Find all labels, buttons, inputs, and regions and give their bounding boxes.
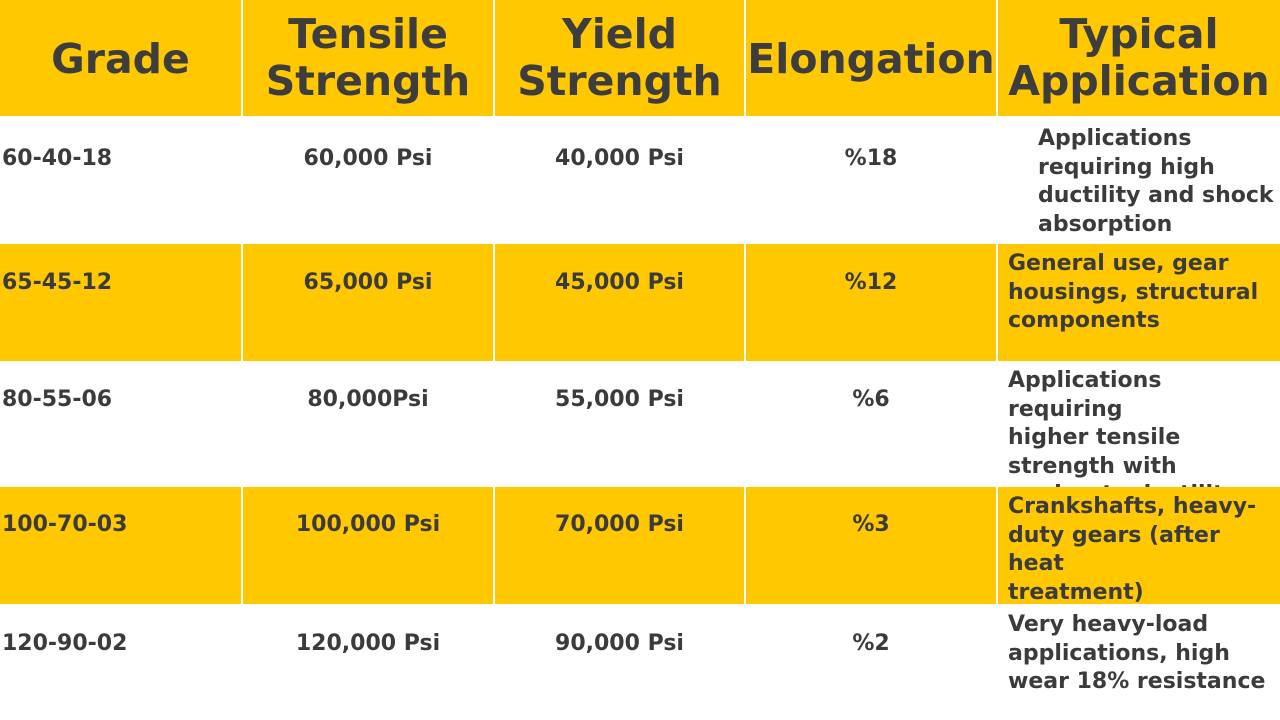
header-grade-label: Grade xyxy=(51,34,190,83)
application-line: wear 18% resistance xyxy=(1008,669,1266,694)
application-cell: General use, gear housings, structural c… xyxy=(998,244,1280,361)
application-line: components xyxy=(1008,308,1160,333)
tensile-value: 80,000Psi xyxy=(307,387,429,412)
table-row: 80-55-06 80,000Psi 55,000 Psi %6 Applica… xyxy=(0,361,1280,507)
elongation-cell: %6 xyxy=(746,361,998,487)
yield-value: 70,000 Psi xyxy=(555,512,684,537)
application-line: absorption xyxy=(1038,211,1173,237)
yield-cell: 45,000 Psi xyxy=(495,244,746,361)
application-line: Very heavy-load xyxy=(1008,612,1209,637)
yield-value: 55,000 Psi xyxy=(555,387,684,412)
grade-value: 100-70-03 xyxy=(2,512,128,537)
application-line: Crankshafts, heavy- xyxy=(1008,494,1257,519)
yield-value: 45,000 Psi xyxy=(555,270,684,295)
tensile-value: 120,000 Psi xyxy=(295,631,441,656)
elongation-value: %6 xyxy=(852,387,890,412)
header-tensile-line2: Strength xyxy=(265,57,471,105)
header-cell-grade: Grade xyxy=(0,0,243,116)
application-line: General use, gear xyxy=(1008,251,1229,276)
application-line: strength with xyxy=(1008,453,1177,479)
application-line: duty gears (after heat xyxy=(1008,522,1220,577)
tensile-value: 100,000 Psi xyxy=(295,512,441,537)
grade-cell: 100-70-03 xyxy=(0,487,243,604)
grade-value: 65-45-12 xyxy=(2,270,113,295)
grade-cell: 120-90-02 xyxy=(0,604,243,720)
header-cell-elongation: Elongation xyxy=(746,0,998,116)
header-row: Grade Tensile Strength Yield Strength Elon… xyxy=(0,0,1280,116)
grade-cell: 60-40-18 xyxy=(0,116,243,244)
application-cell: Very heavy-load applications, high wear … xyxy=(998,604,1280,720)
elongation-value: %18 xyxy=(844,146,898,171)
tensile-value: 60,000 Psi xyxy=(303,146,433,171)
application-line: applications, high xyxy=(1008,640,1230,666)
tensile-value: 65,000 Psi xyxy=(303,270,433,295)
table-row: 65-45-12 65,000 Psi 45,000 Psi %12 Gener… xyxy=(0,244,1280,361)
grade-value: 60-40-18 xyxy=(2,146,113,171)
table-row: 60-40-18 60,000 Psi 40,000 Psi %18 Appli… xyxy=(0,116,1280,244)
application-line: treatment) xyxy=(1008,579,1144,605)
application-line: ductility and shock xyxy=(1038,183,1274,208)
header-application-line1: Typical xyxy=(1059,10,1219,58)
header-cell-application: Typical Application xyxy=(998,0,1280,116)
application-line: housings, structural xyxy=(1008,279,1259,305)
yield-cell: 70,000 Psi xyxy=(495,487,746,604)
tensile-cell: 80,000Psi xyxy=(243,361,495,487)
elongation-value: %3 xyxy=(852,512,890,537)
yield-value: 40,000 Psi xyxy=(555,146,684,171)
yield-cell: 55,000 Psi xyxy=(495,361,746,487)
application-cell: Applications requiring higher tensile st… xyxy=(998,361,1280,507)
grade-value: 80-55-06 xyxy=(2,387,113,412)
elongation-value: %12 xyxy=(844,270,898,295)
tensile-cell: 100,000 Psi xyxy=(243,487,495,604)
grade-cell: 80-55-06 xyxy=(0,361,243,487)
application-line: Applications xyxy=(1038,126,1192,151)
elongation-cell: %2 xyxy=(746,604,998,720)
elongation-cell: %18 xyxy=(746,116,998,244)
table-row: 100-70-03 100,000 Psi 70,000 Psi %3 Cran… xyxy=(0,487,1280,605)
tensile-cell: 65,000 Psi xyxy=(243,244,495,361)
header-yield-line2: Strength xyxy=(517,57,722,105)
header-cell-yield: Yield Strength xyxy=(495,0,746,116)
elongation-cell: %3 xyxy=(746,487,998,604)
grade-value: 120-90-02 xyxy=(2,631,128,656)
tensile-cell: 120,000 Psi xyxy=(243,604,495,720)
yield-cell: 90,000 Psi xyxy=(495,604,746,720)
application-line: requiring high xyxy=(1038,154,1215,180)
header-cell-tensile: Tensile Strength xyxy=(243,0,495,116)
header-application-line2: Application xyxy=(1008,57,1270,105)
yield-value: 90,000 Psi xyxy=(555,631,684,656)
table-row: 120-90-02 120,000 Psi 90,000 Psi %2 Very… xyxy=(0,604,1280,720)
header-yield-line1: Yield xyxy=(562,10,677,58)
application-cell: Applications requiring high ductility an… xyxy=(998,116,1280,244)
tensile-cell: 60,000 Psi xyxy=(243,116,495,244)
application-cell: Crankshafts, heavy- duty gears (after he… xyxy=(998,487,1280,605)
header-elongation-label: Elongation xyxy=(747,34,995,83)
elongation-value: %2 xyxy=(852,631,890,656)
grade-cell: 65-45-12 xyxy=(0,244,243,361)
header-tensile-line1: Tensile xyxy=(288,10,448,58)
application-line: Applications requiring xyxy=(1008,368,1162,422)
elongation-cell: %12 xyxy=(746,244,998,361)
application-line: higher tensile xyxy=(1008,425,1181,450)
yield-cell: 40,000 Psi xyxy=(495,116,746,244)
